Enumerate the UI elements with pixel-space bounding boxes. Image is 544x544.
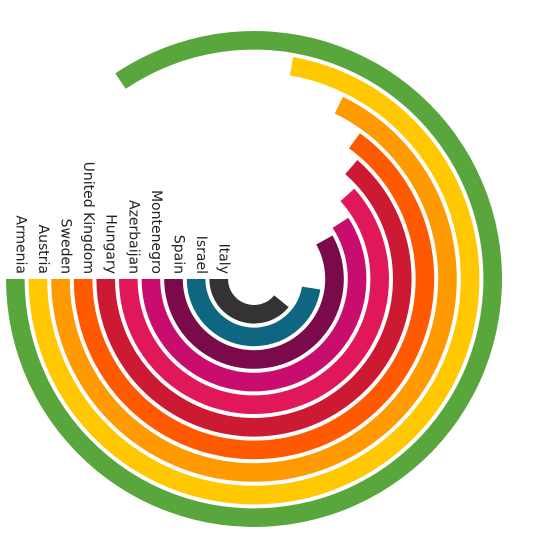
label-italy: Italy: [216, 244, 232, 274]
bar-israel: [186, 279, 321, 347]
label-israel: Israel: [193, 236, 209, 274]
bar-hungary: [96, 160, 412, 437]
label-sweden: Sweden: [58, 219, 74, 274]
label-hungary: Hungary: [103, 214, 119, 274]
bar-austria: [28, 57, 480, 505]
label-united-kingdom: United Kingdom: [80, 162, 96, 274]
bar-spain: [164, 235, 344, 369]
label-azerbaijan: Azerbaijan: [125, 200, 141, 274]
label-austria: Austria: [35, 225, 51, 274]
bar-azerbaijan: [119, 188, 390, 414]
label-armenia: Armenia: [12, 215, 28, 274]
bar-montenegro: [141, 217, 367, 392]
label-montenegro: Montenegro: [148, 190, 164, 274]
label-spain: Spain: [171, 235, 187, 274]
bar-italy: [209, 279, 289, 324]
